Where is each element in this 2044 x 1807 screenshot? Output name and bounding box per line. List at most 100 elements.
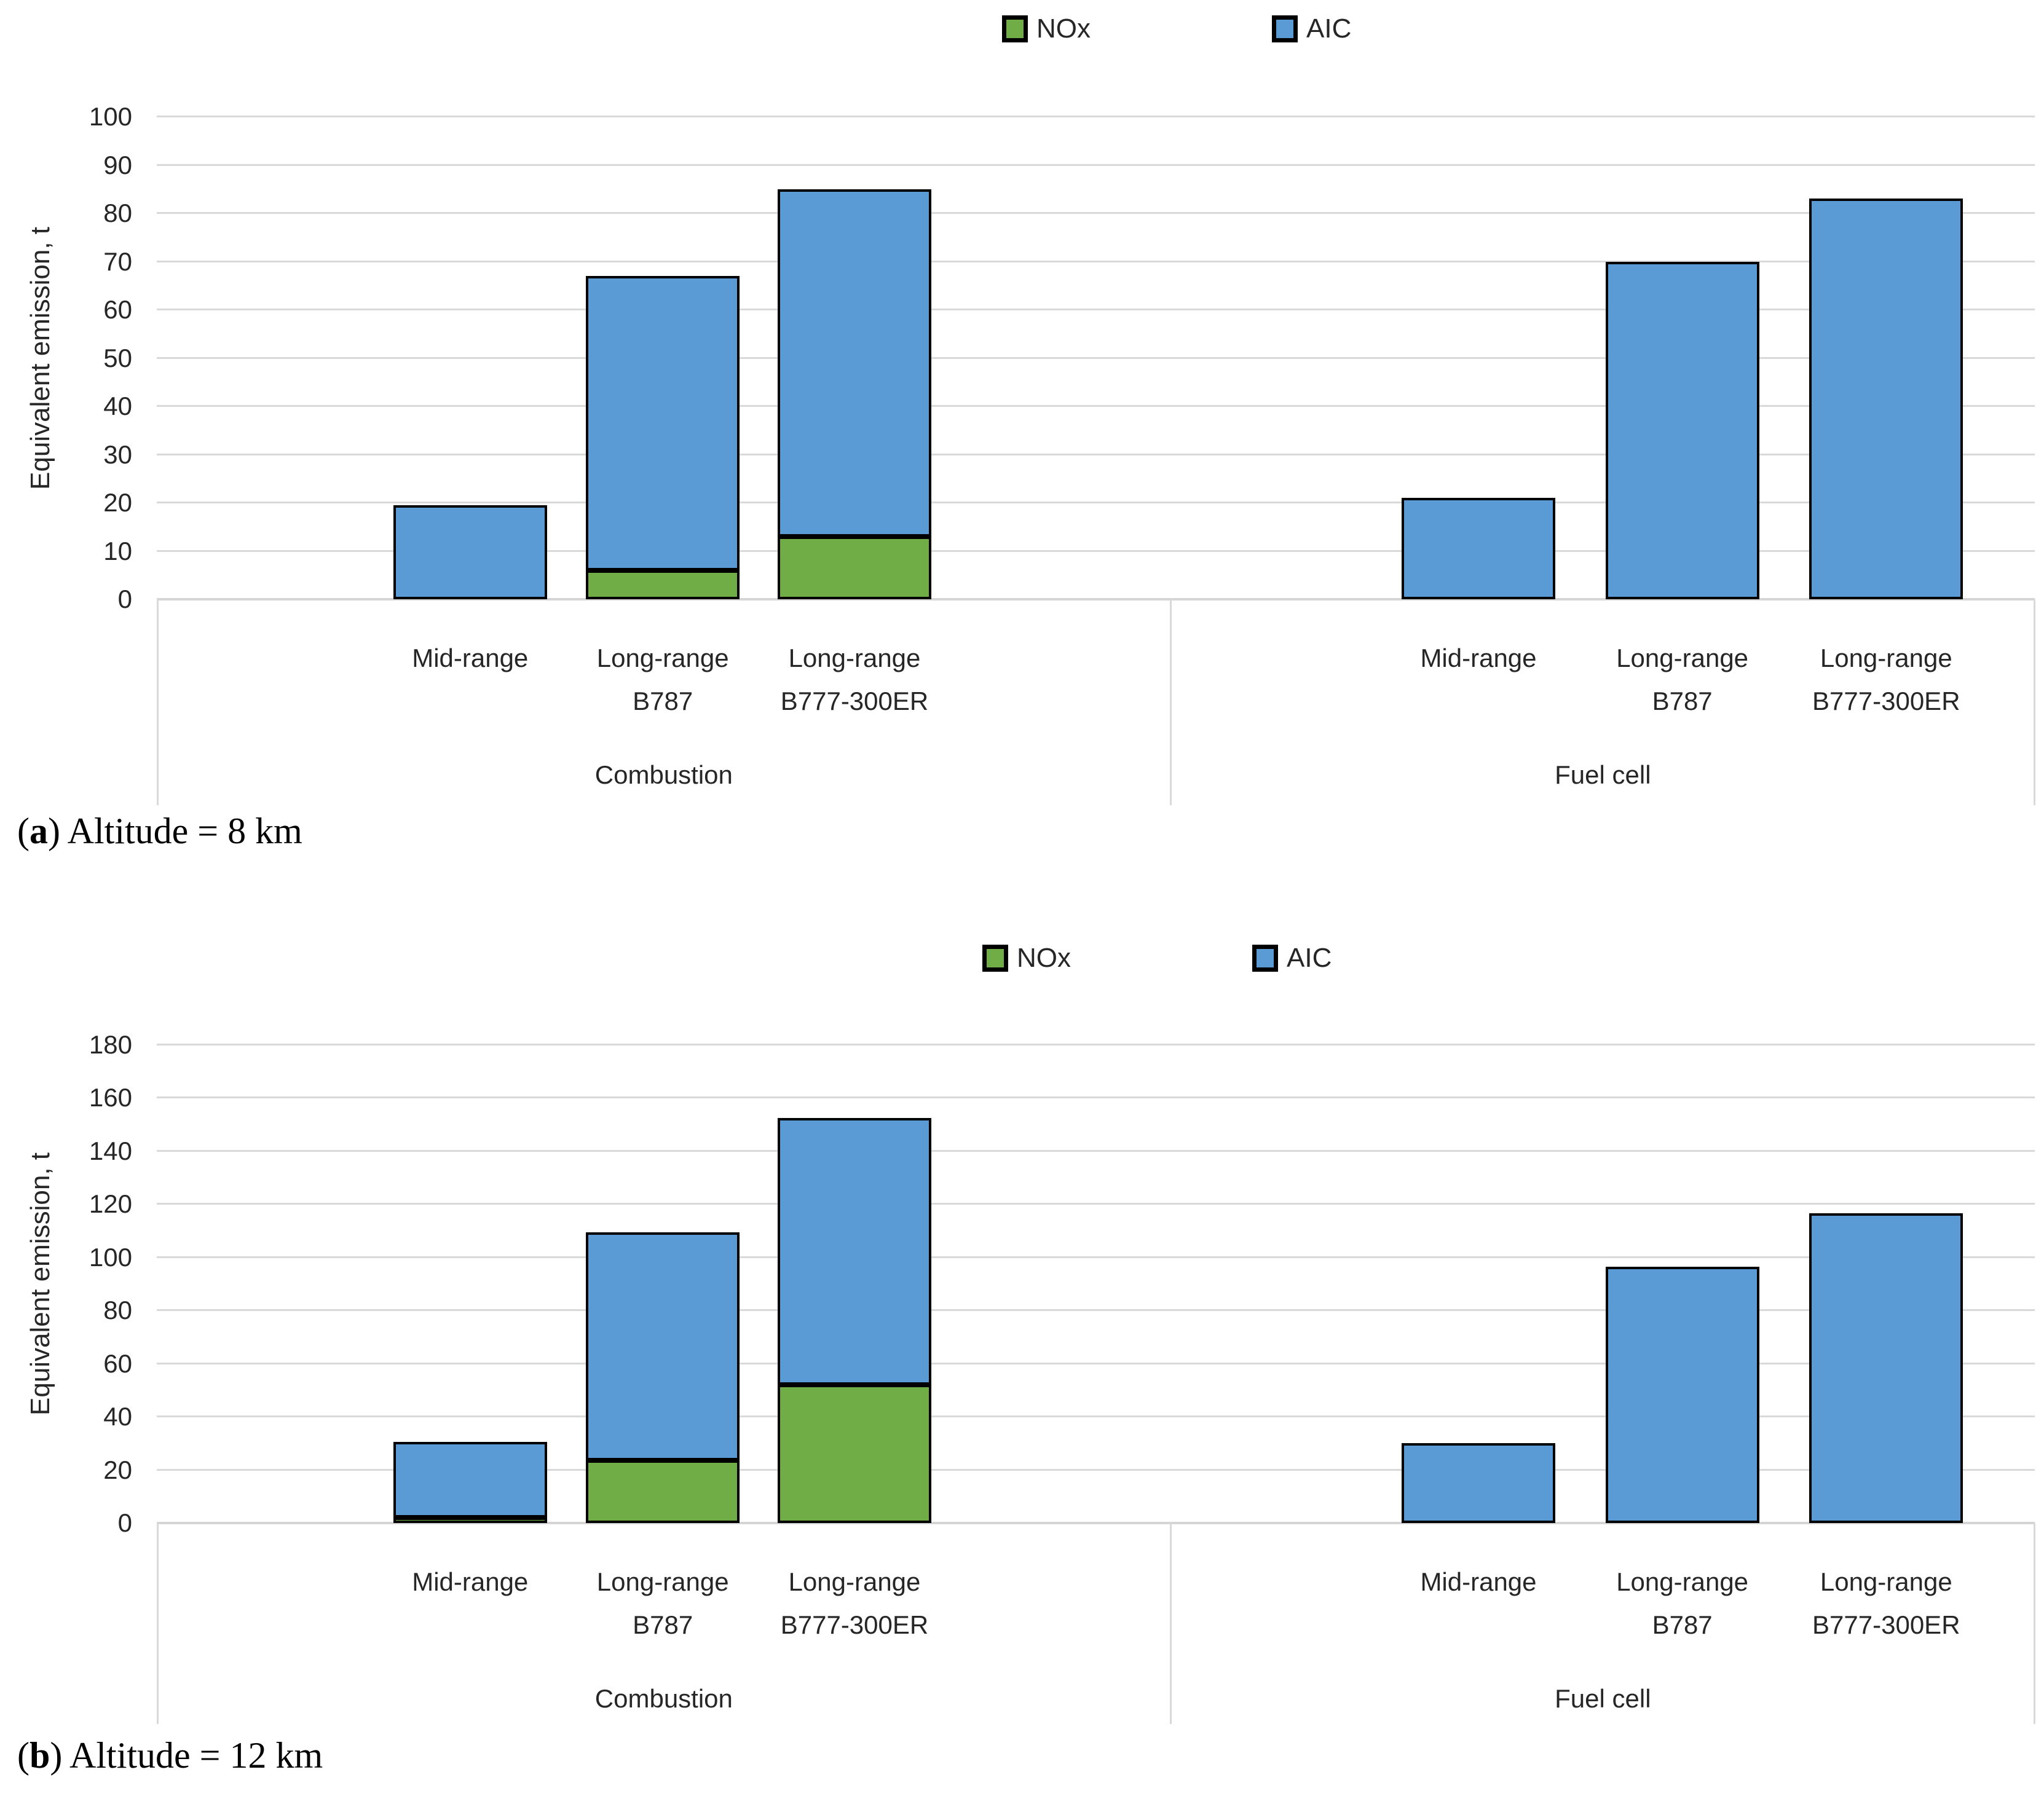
gridline [157, 356, 2035, 359]
category-label: Long-range [1820, 644, 1952, 672]
gridline [157, 453, 2035, 455]
gridline [157, 212, 2035, 214]
bar-fuel-cell-1 [1401, 1045, 1555, 1523]
category-label: Mid-range [1420, 1567, 1537, 1596]
y-tick-label: 0 [117, 1508, 132, 1537]
bar-segment-aic [1605, 1266, 1759, 1523]
legend-item-aic: AIC [1252, 943, 1332, 974]
bar-combustion-2 [586, 1045, 740, 1523]
y-tick-label: 70 [103, 246, 132, 276]
group-divider [2034, 1523, 2035, 1724]
bar-segment-aic [1809, 199, 1963, 599]
bar-fuel-cell-3 [1809, 1045, 1963, 1523]
y-tick-label: 60 [103, 1348, 132, 1378]
y-tick-label: 30 [103, 439, 132, 469]
plot-area [157, 116, 2035, 600]
y-tick-label: 0 [117, 585, 132, 613]
category-label: B777-300ER [1812, 687, 1960, 715]
bar-combustion-1 [393, 1045, 547, 1523]
gridline [157, 163, 2035, 166]
x-axis-line [157, 1522, 2035, 1524]
y-tick-label: 120 [89, 1189, 132, 1219]
gridline [157, 1309, 2035, 1312]
category-label: Long-range [1616, 644, 1749, 672]
y-tick-label: 80 [103, 199, 132, 227]
category-label: B787 [1652, 687, 1713, 715]
bar-segment-aic [393, 1442, 547, 1518]
group-label-fuel-cell: Fuel cell [1555, 1684, 1651, 1713]
gridline [157, 1203, 2035, 1205]
legend: NOx AIC [982, 943, 1332, 974]
bar-segment-aic [586, 276, 740, 570]
bar-segment-aic [1809, 1213, 1963, 1523]
gridline [157, 502, 2035, 503]
gridline [157, 549, 2035, 552]
y-tick-label: 20 [103, 1455, 132, 1484]
bar-fuel-cell-2 [1605, 117, 1759, 599]
category-label: B777-300ER [780, 687, 929, 715]
bar-segment-aic [777, 1117, 931, 1385]
bar-segment-nox [586, 570, 740, 599]
category-label: Mid-range [412, 1567, 529, 1596]
gridline [157, 1149, 2035, 1152]
y-tick-label: 90 [103, 150, 132, 179]
gridline [157, 1096, 2035, 1099]
y-tick-label: 10 [103, 536, 132, 565]
caption-index: b [29, 1735, 50, 1776]
legend-swatch-nox-icon [1002, 15, 1028, 42]
legend-swatch-aic-icon [1272, 15, 1298, 42]
legend-swatch-aic-icon [1252, 945, 1278, 972]
group-label-fuel-cell: Fuel cell [1555, 760, 1651, 789]
category-label: B787 [633, 687, 693, 715]
plot-area [157, 1044, 2035, 1524]
y-tick-label: 40 [103, 1402, 132, 1431]
bar-segment-aic [586, 1232, 740, 1461]
gridline [157, 260, 2035, 262]
bar-segment-aic [1401, 1443, 1555, 1523]
bar-segment-nox [586, 1460, 740, 1523]
legend-label: NOx [1036, 14, 1091, 44]
y-tick-label: 160 [89, 1083, 132, 1112]
y-tick-label: 100 [89, 102, 132, 131]
bar-segment-aic [393, 505, 547, 599]
gridline [157, 1256, 2035, 1258]
bar-combustion-2 [586, 117, 740, 599]
y-tick-label: 40 [103, 392, 132, 420]
bar-segment-nox [777, 1385, 931, 1523]
caption-index: a [29, 811, 48, 851]
bar-segment-nox [393, 1518, 547, 1523]
legend-item-nox: NOx [982, 943, 1071, 974]
legend-label: NOx [1017, 943, 1071, 973]
figure-caption: (b) Altitude = 12 km [17, 1735, 323, 1776]
bar-segment-aic [1401, 498, 1555, 599]
category-label: Long-range [788, 1567, 921, 1596]
legend-swatch-nox-icon [982, 945, 1008, 972]
chart-b: NOx AIC Equivalent emission, t 180 160 140 120… [0, 891, 2044, 1807]
chart-a: NOx AIC Equivalent emission, t 100 90 80 70 60 5… [0, 0, 2044, 891]
category-label: Long-range [1820, 1567, 1952, 1596]
category-label: B787 [1652, 1610, 1713, 1639]
legend-label: AIC [1306, 14, 1352, 44]
category-label: Long-range [596, 644, 729, 672]
gridline [157, 116, 2035, 117]
gridline [157, 1415, 2035, 1418]
category-label: Long-range [596, 1567, 729, 1596]
category-label: Mid-range [412, 644, 529, 672]
legend-item-nox: NOx [1002, 14, 1091, 44]
category-label: Long-range [788, 644, 921, 672]
gridline [157, 1362, 2035, 1364]
bar-segment-nox [777, 536, 931, 599]
y-tick-label: 140 [89, 1136, 132, 1165]
y-tick-label: 60 [103, 295, 132, 324]
bar-combustion-3 [777, 1045, 931, 1523]
bar-segment-aic [777, 189, 931, 537]
gridline [157, 309, 2035, 310]
group-divider [2034, 599, 2035, 805]
gridline [157, 405, 2035, 407]
category-label: Mid-range [1420, 644, 1537, 672]
gridline [157, 1468, 2035, 1471]
category-label: B777-300ER [1812, 1610, 1960, 1639]
group-divider [1169, 599, 1172, 805]
gridline [157, 1044, 2035, 1045]
